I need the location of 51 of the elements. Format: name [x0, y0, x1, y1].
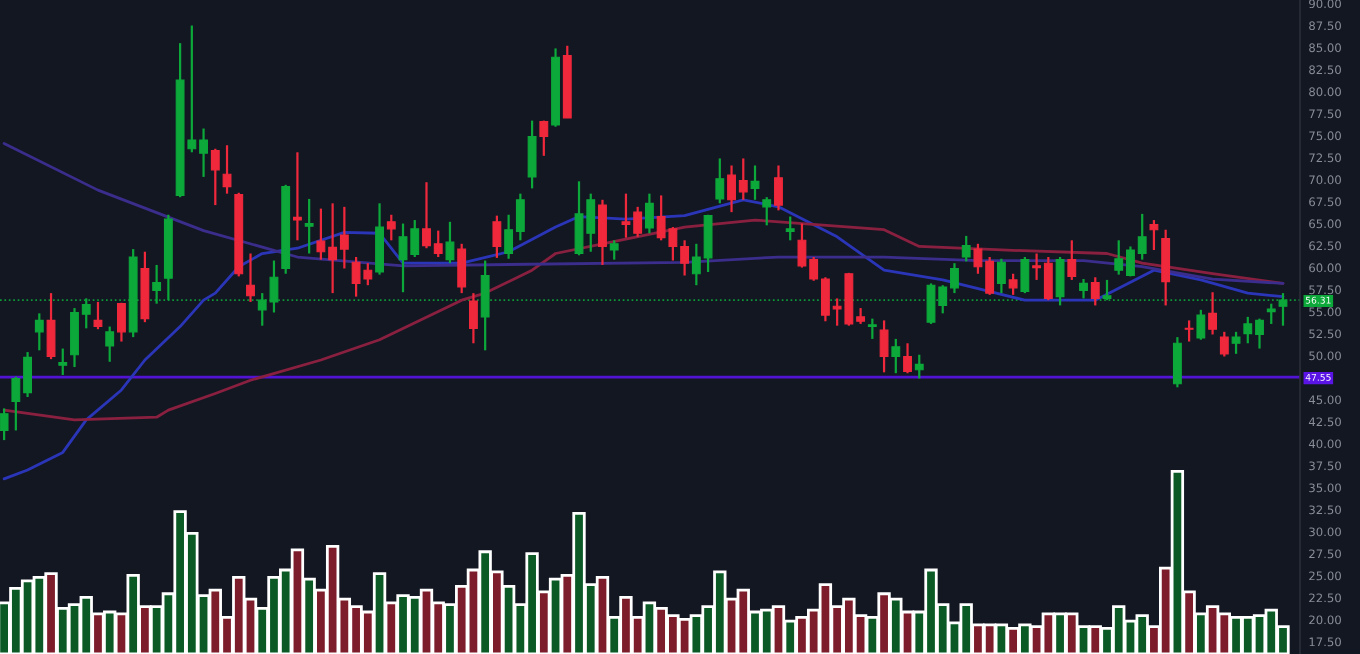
candlestick: [93, 300, 103, 331]
candlestick: [105, 325, 115, 363]
candlestick: [468, 292, 478, 345]
candlestick: [527, 119, 537, 190]
candlestick: [1231, 330, 1241, 355]
line-series: [2, 142, 1285, 285]
candlestick: [0, 407, 9, 442]
candlestick: [1079, 277, 1088, 300]
candlestick: [1008, 272, 1018, 296]
candlestick: [222, 144, 232, 195]
candlestick: [715, 157, 725, 205]
candlestick: [246, 252, 255, 304]
candlestick: [58, 347, 68, 377]
candlestick: [1219, 330, 1229, 358]
candlestick: [1266, 302, 1276, 326]
candlestick: [46, 292, 56, 361]
candlestick: [1172, 336, 1182, 389]
candlestick: [914, 353, 924, 380]
candlestick: [375, 202, 384, 276]
candlestick: [903, 342, 912, 375]
candlestick: [996, 257, 1006, 295]
candlestick: [457, 242, 467, 295]
candlestick: [774, 164, 783, 212]
candlestick: [879, 319, 889, 374]
candlestick: [1184, 319, 1194, 343]
candlestick: [867, 317, 877, 340]
candlestick: [386, 213, 396, 242]
candlestick: [762, 196, 772, 227]
candlestick: [210, 147, 220, 207]
candlestick: [117, 301, 126, 343]
candlestick: [644, 192, 654, 235]
candlestick: [1090, 276, 1100, 307]
candlestick: [598, 198, 607, 267]
candlestick: [1208, 291, 1218, 336]
candlestick: [891, 337, 901, 375]
candlestick: [961, 234, 971, 263]
candlestick: [750, 164, 760, 201]
candlestick: [1161, 228, 1171, 307]
candlestick: [1055, 255, 1065, 307]
candlestick: [1149, 218, 1159, 252]
candlestick: [293, 151, 302, 242]
candlestick: [785, 215, 795, 242]
candlestick: [1067, 239, 1077, 282]
candlestick: [1196, 308, 1206, 341]
candlestick: [1020, 255, 1030, 295]
candlestick: [34, 312, 44, 352]
candlestick: [445, 220, 455, 265]
candlestick: [304, 197, 314, 255]
candlestick: [492, 214, 502, 260]
candlestick: [539, 119, 549, 157]
candlestick: [609, 239, 619, 261]
